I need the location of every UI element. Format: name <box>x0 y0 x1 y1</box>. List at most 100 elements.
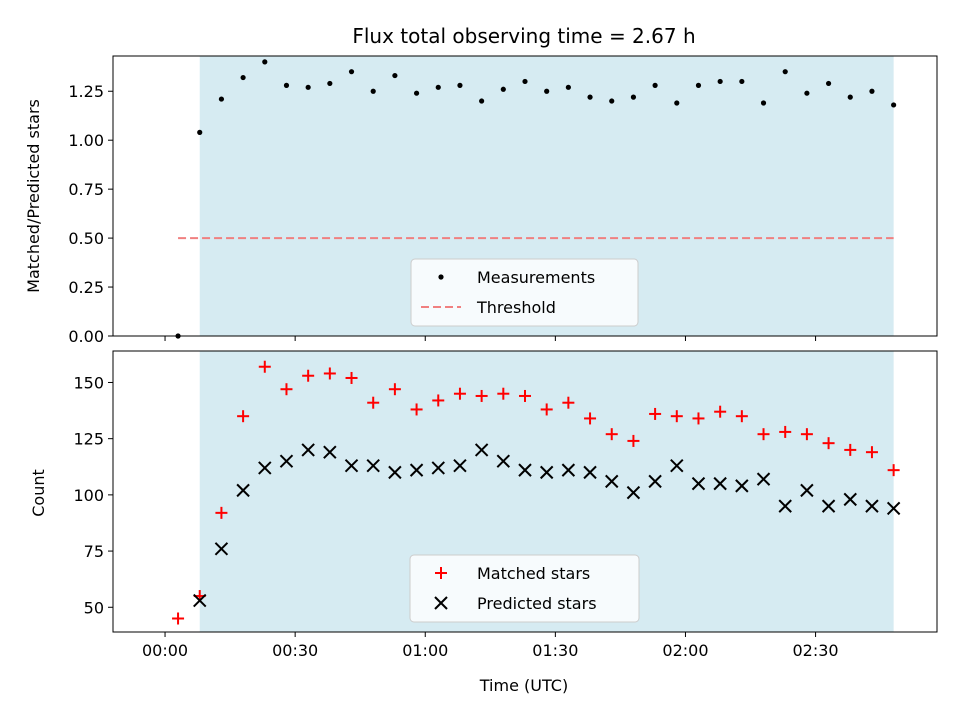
predicted-stars-point <box>778 499 792 513</box>
predicted-stars-point <box>865 499 879 513</box>
measurements-point <box>262 59 268 65</box>
matched-stars-point <box>562 396 575 409</box>
y-tick-label: 125 <box>73 430 104 449</box>
y-axis-label-ratio: Matched/Predicted stars <box>24 99 43 293</box>
predicted-stars-point-b <box>388 465 402 480</box>
matched-stars-point <box>323 367 336 380</box>
measurements-point <box>717 78 723 85</box>
predicted-stars-point-b <box>648 474 662 489</box>
predicted-stars-point <box>756 472 771 486</box>
measurements-point <box>327 80 333 87</box>
predicted-stars-point-b <box>735 479 749 493</box>
predicted-stars-point-b <box>800 483 814 498</box>
matched-stars-point <box>714 405 727 418</box>
predicted-stars-point-b <box>344 458 359 473</box>
measurements-point <box>739 78 745 85</box>
predicted-stars-point-b <box>670 458 684 473</box>
measurements-point <box>587 94 593 100</box>
matched-stars-point <box>367 396 380 409</box>
y-axis-label-count: Count <box>29 469 48 517</box>
predicted-stars-point <box>886 501 901 516</box>
measurements-point <box>847 94 853 100</box>
legend-top-box <box>410 258 639 327</box>
predicted-stars-point <box>301 443 315 457</box>
matched-stars-point <box>345 371 358 384</box>
measurements-point <box>825 80 832 87</box>
legend-top: Measurements Threshold <box>410 258 639 327</box>
predicted-stars-point <box>713 476 727 491</box>
predicted-stars-point <box>258 461 272 475</box>
x-tick-label: 01:30 <box>532 641 578 660</box>
legend-predicted-marker <box>434 596 448 610</box>
predicted-stars-point <box>691 476 706 491</box>
matched-stars-point <box>800 428 813 441</box>
predicted-stars-point-b <box>583 465 597 480</box>
predicted-stars-point-b <box>214 542 229 556</box>
predicted-stars-point <box>518 463 532 477</box>
legend-threshold-label: Threshold <box>476 298 556 317</box>
legend-measurements-label: Measurements <box>477 268 595 287</box>
chart-title: Flux total observing time = 2.67 h <box>352 24 695 48</box>
predicted-stars-point <box>800 483 814 498</box>
predicted-stars-point <box>193 593 207 608</box>
measurements-point <box>609 98 615 104</box>
predicted-stars-point-b <box>496 454 511 468</box>
matched-stars-point <box>779 425 792 438</box>
measurements-point <box>435 84 441 90</box>
x-tick-label: 01:00 <box>402 641 448 660</box>
measurements-point <box>240 74 246 81</box>
matched-stars-point <box>453 387 466 400</box>
y-tick-label: 0.50 <box>68 229 104 248</box>
matched-stars-point <box>237 410 250 423</box>
matched-stars-point <box>649 407 662 420</box>
legend-predicted-label: Predicted stars <box>477 594 597 613</box>
measurements-point <box>197 129 203 135</box>
matched-stars-point <box>302 369 315 382</box>
matched-stars-point <box>844 443 857 456</box>
matched-stars-point <box>540 403 553 416</box>
predicted-stars-point-b <box>561 463 576 477</box>
predicted-stars-point-b <box>409 463 424 477</box>
x-axis-label: Time (UTC) <box>479 676 568 695</box>
predicted-stars-point-b <box>323 445 337 459</box>
predicted-stars-point-b <box>756 472 771 486</box>
measurements-point <box>218 96 225 102</box>
top-panel: 0.00 0.25 0.50 0.75 1.00 1.25 Matched/Predict… <box>24 55 938 346</box>
measurements-point <box>305 84 311 90</box>
predicted-stars-point-b <box>474 443 489 457</box>
measurement-points <box>175 59 897 339</box>
predicted-stars-point-b <box>605 474 619 489</box>
predicted-stars-point <box>583 465 597 480</box>
legend-measurements-marker <box>438 274 444 280</box>
y-tick-label: 0.25 <box>68 278 104 297</box>
y-tick-label: 0.00 <box>68 327 104 346</box>
matched-stars-point <box>627 434 640 447</box>
measurements-point <box>630 94 637 100</box>
predicted-stars-point-b <box>453 458 467 473</box>
predicted-stars-point-b <box>431 461 445 475</box>
x-tick-label: 00:00 <box>142 641 188 660</box>
matched-stars-point <box>172 612 185 625</box>
measurements-point <box>695 82 702 88</box>
predicted-stars-point <box>626 485 641 500</box>
predicted-stars-point <box>366 458 380 473</box>
count-points <box>172 360 901 625</box>
measurements-point <box>891 102 897 108</box>
matched-stars-point <box>865 446 878 459</box>
x-tick-label: 02:30 <box>793 641 839 660</box>
matched-stars-point <box>497 387 510 400</box>
matched-stars-point <box>822 437 835 450</box>
top-x-ticks <box>164 336 817 341</box>
legend-bottom: Matched stars Predicted stars <box>409 554 640 623</box>
predicted-stars-point-b <box>691 476 706 491</box>
measurements-point <box>283 82 290 88</box>
predicted-stars-point <box>344 458 359 473</box>
predicted-stars-point-b <box>236 483 250 498</box>
predicted-stars-point <box>539 465 554 480</box>
measurements-point <box>457 82 463 88</box>
bottom-x-ticks: 00:00 00:30 01:00 01:30 02:00 02:30 <box>142 632 839 660</box>
measurements-point <box>652 82 658 88</box>
legend-matched-marker <box>435 567 447 579</box>
predicted-stars-point <box>670 458 684 473</box>
top-y-ticks: 0.00 0.25 0.50 0.75 1.00 1.25 <box>68 82 113 346</box>
